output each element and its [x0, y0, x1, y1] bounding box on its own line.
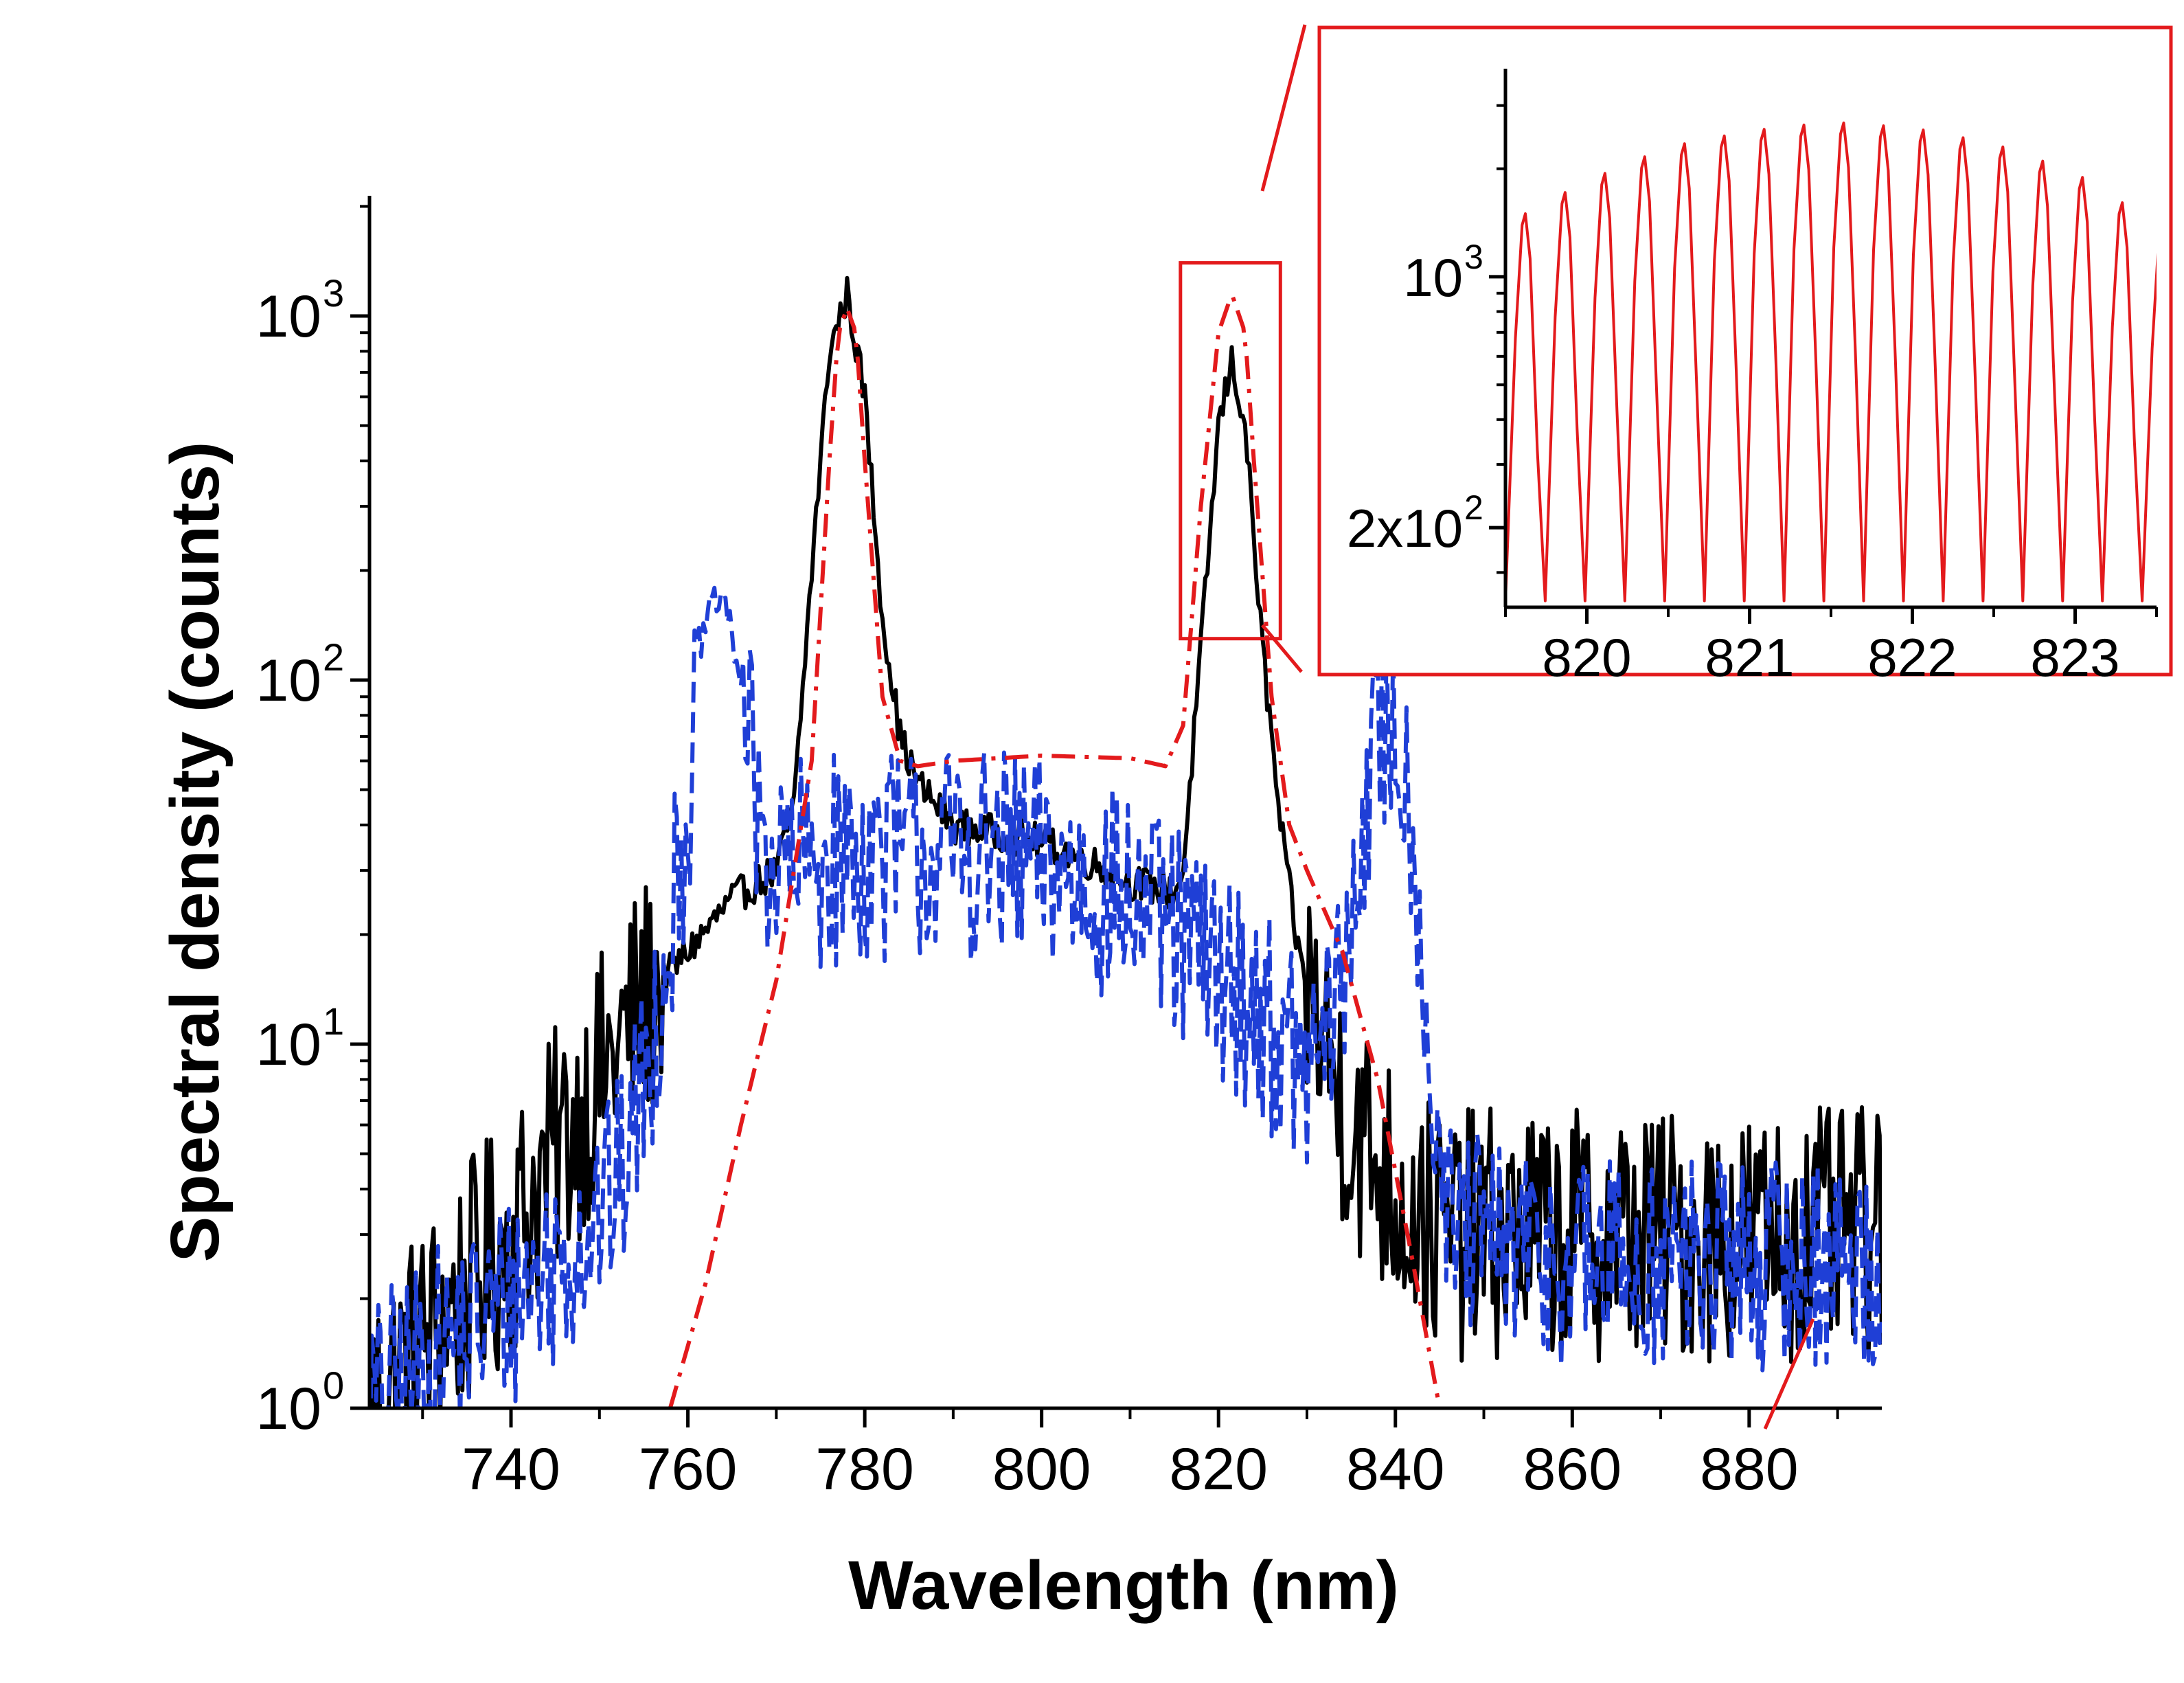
main-y-tick-exponent: 1 — [323, 999, 344, 1043]
main-y-tick-label: 10 — [255, 284, 321, 350]
main-series-group — [369, 275, 1882, 1408]
inset-x-tick-label: 822 — [1867, 627, 1957, 688]
inset-series-line — [1505, 121, 2157, 602]
inset-y-tick-label: 10 — [1403, 247, 1463, 308]
inset-y-tick-exponent: 3 — [1464, 238, 1483, 276]
inset-series-group — [1505, 121, 2157, 602]
main-x-tick-label: 760 — [639, 1436, 738, 1502]
inset-x-tick-label: 823 — [2030, 627, 2119, 688]
inset-x-tick-label: 820 — [1542, 627, 1631, 688]
main-y-tick-exponent: 3 — [323, 271, 344, 315]
main-x-tick-label: 820 — [1169, 1436, 1268, 1502]
series-line-2 — [369, 585, 1882, 1408]
inset-y-tick-label: 2x10 — [1347, 498, 1463, 558]
main-x-tick-label: 780 — [815, 1436, 914, 1502]
inset-x-tick-label: 821 — [1705, 627, 1794, 688]
zoom-box — [1179, 261, 1282, 641]
x-axis-title: Wavelength (nm) — [848, 1547, 1399, 1624]
main-y-tick-exponent: 0 — [323, 1364, 344, 1407]
main-y-tick-label: 10 — [255, 1376, 321, 1442]
main-x-tick-label: 800 — [992, 1436, 1091, 1502]
inset-y-tick-exponent: 2 — [1464, 488, 1483, 527]
main-y-tick-label: 10 — [255, 1012, 321, 1078]
main-x-tick-label: 840 — [1346, 1436, 1445, 1502]
main-y-tick-label: 10 — [255, 648, 321, 714]
main-y-tick-exponent: 2 — [323, 635, 344, 679]
main-x-tick-label: 860 — [1523, 1436, 1622, 1502]
zoom-connector-top — [1260, 24, 1307, 192]
y-axis-title: Spectral density (counts) — [157, 442, 234, 1263]
series-line-1 — [369, 275, 1882, 1408]
zoom-connector-bottom — [1261, 624, 1303, 673]
inset-plot: 820 821 822 823 10 3 2x10 2 — [1317, 25, 2173, 688]
series-line-3 — [668, 294, 1440, 1408]
zoom-connector-bottom-ext — [1763, 1318, 1815, 1430]
main-x-tick-label: 740 — [462, 1436, 560, 1502]
main-x-tick-label: 880 — [1700, 1436, 1799, 1502]
inset-axes: 820 821 822 823 10 3 2x10 2 — [1347, 69, 2158, 688]
